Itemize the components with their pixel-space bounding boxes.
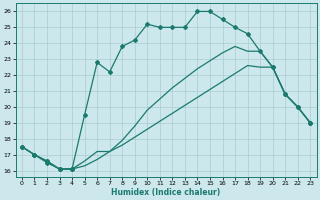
X-axis label: Humidex (Indice chaleur): Humidex (Indice chaleur)	[111, 188, 221, 197]
